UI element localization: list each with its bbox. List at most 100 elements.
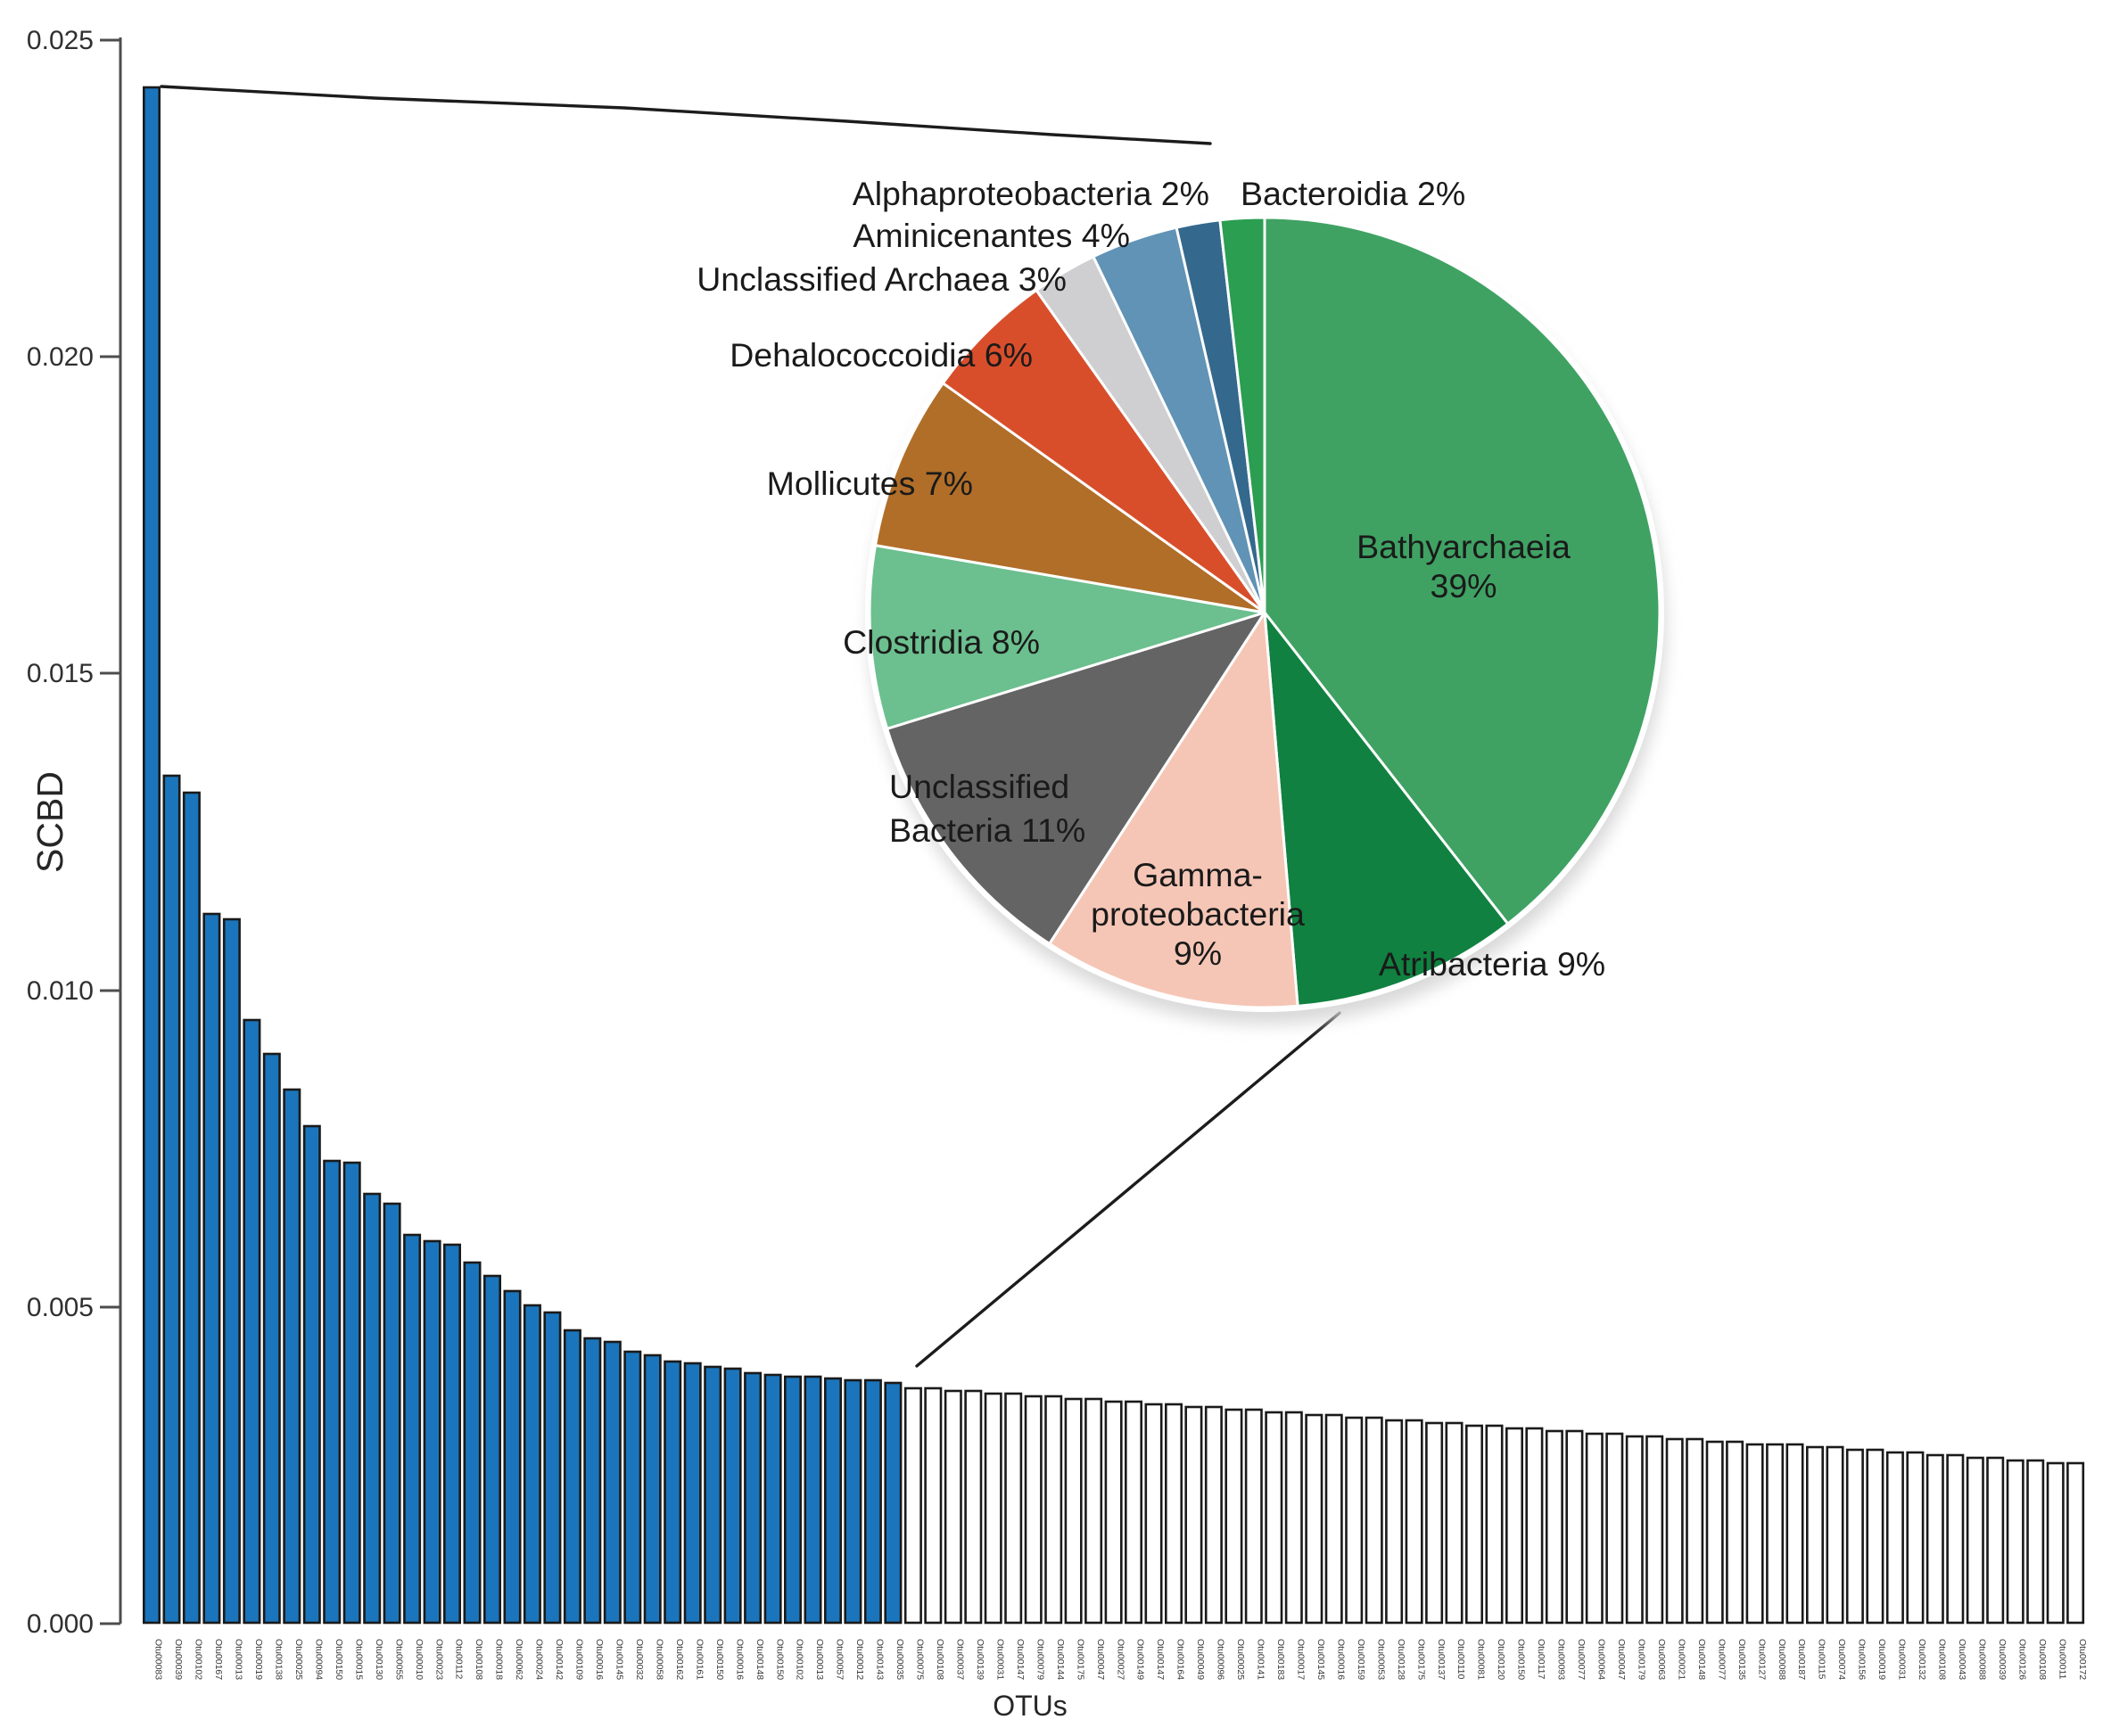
svg-text:Otu00127: Otu00127 xyxy=(1756,1639,1767,1680)
svg-text:Otu00047: Otu00047 xyxy=(1616,1639,1627,1680)
svg-text:Otu00175: Otu00175 xyxy=(1075,1639,1085,1680)
svg-text:Otu00141: Otu00141 xyxy=(1256,1639,1266,1680)
svg-text:Otu00145: Otu00145 xyxy=(1315,1639,1326,1680)
svg-text:Otu00096: Otu00096 xyxy=(1216,1639,1226,1680)
svg-text:Otu00115: Otu00115 xyxy=(1817,1639,1827,1680)
svg-text:Otu00150: Otu00150 xyxy=(774,1639,785,1680)
svg-text:Bacteria 11%: Bacteria 11% xyxy=(889,811,1085,849)
svg-text:Otu00063: Otu00063 xyxy=(1656,1639,1667,1680)
svg-text:Otu00023: Otu00023 xyxy=(433,1639,444,1680)
svg-text:Otu00132: Otu00132 xyxy=(1917,1639,1927,1680)
svg-text:Unclassified Archaea 3%: Unclassified Archaea 3% xyxy=(697,260,1067,298)
svg-text:Otu00110: Otu00110 xyxy=(1455,1639,1466,1680)
svg-text:Alphaproteobacteria 2%: Alphaproteobacteria 2% xyxy=(853,175,1209,212)
svg-text:Otu00139: Otu00139 xyxy=(975,1639,985,1680)
svg-text:39%: 39% xyxy=(1430,567,1497,605)
svg-text:Otu00010: Otu00010 xyxy=(414,1639,425,1680)
svg-text:Otu00150: Otu00150 xyxy=(334,1639,344,1680)
svg-text:Otu00075: Otu00075 xyxy=(915,1639,926,1680)
svg-text:Otu00088: Otu00088 xyxy=(1777,1639,1787,1680)
svg-text:Otu00130: Otu00130 xyxy=(374,1639,384,1680)
svg-text:Otu00039: Otu00039 xyxy=(1997,1639,2008,1680)
svg-text:Otu00187: Otu00187 xyxy=(1796,1639,1807,1680)
svg-text:Atribacteria 9%: Atribacteria 9% xyxy=(1379,945,1605,983)
svg-text:Otu00144: Otu00144 xyxy=(1055,1639,1066,1680)
svg-text:Otu00047: Otu00047 xyxy=(1095,1639,1106,1680)
svg-text:0.015: 0.015 xyxy=(27,659,94,688)
svg-text:Otu00021: Otu00021 xyxy=(1676,1639,1686,1680)
svg-text:Otu00025: Otu00025 xyxy=(293,1639,304,1680)
svg-text:Otu00013: Otu00013 xyxy=(234,1639,244,1680)
svg-text:OTUs: OTUs xyxy=(993,1690,1068,1722)
svg-text:Otu00074: Otu00074 xyxy=(1836,1639,1847,1680)
svg-text:Otu00143: Otu00143 xyxy=(875,1639,886,1680)
svg-text:Otu00064: Otu00064 xyxy=(1596,1639,1607,1680)
svg-text:Otu00159: Otu00159 xyxy=(1356,1639,1366,1680)
svg-text:Otu00016: Otu00016 xyxy=(1335,1639,1346,1680)
svg-text:Otu00172: Otu00172 xyxy=(2077,1639,2088,1680)
svg-text:0.010: 0.010 xyxy=(27,976,94,1006)
svg-text:Otu00027: Otu00027 xyxy=(1115,1639,1126,1680)
svg-text:Otu00150: Otu00150 xyxy=(714,1639,725,1680)
svg-text:Otu00135: Otu00135 xyxy=(1736,1639,1747,1680)
svg-text:Otu00161: Otu00161 xyxy=(694,1639,705,1680)
svg-text:Otu00108: Otu00108 xyxy=(474,1639,484,1680)
svg-text:Otu00011: Otu00011 xyxy=(2057,1639,2067,1680)
svg-text:Otu00055: Otu00055 xyxy=(393,1639,404,1680)
svg-text:Otu00043: Otu00043 xyxy=(1957,1639,1967,1680)
svg-text:Otu00150: Otu00150 xyxy=(1516,1639,1527,1680)
svg-text:Otu00156: Otu00156 xyxy=(1857,1639,1868,1680)
svg-text:Otu00016: Otu00016 xyxy=(594,1639,605,1680)
svg-text:Otu00148: Otu00148 xyxy=(755,1639,765,1680)
svg-text:Otu00147: Otu00147 xyxy=(1015,1639,1026,1680)
svg-text:Otu00049: Otu00049 xyxy=(1195,1639,1206,1680)
svg-text:Otu00093: Otu00093 xyxy=(1556,1639,1567,1680)
svg-text:Otu00117: Otu00117 xyxy=(1536,1639,1546,1680)
svg-text:Bacteroidia 2%: Bacteroidia 2% xyxy=(1241,175,1465,212)
svg-text:Otu00062: Otu00062 xyxy=(514,1639,524,1680)
svg-text:Otu00147: Otu00147 xyxy=(1155,1639,1166,1680)
svg-text:Otu00167: Otu00167 xyxy=(213,1639,224,1680)
svg-text:Otu00035: Otu00035 xyxy=(895,1639,905,1680)
svg-text:Otu00015: Otu00015 xyxy=(353,1639,364,1680)
svg-text:SCBD: SCBD xyxy=(29,771,70,873)
svg-text:0.000: 0.000 xyxy=(27,1609,94,1639)
svg-text:Otu00128: Otu00128 xyxy=(1396,1639,1406,1680)
svg-text:proteobacteria: proteobacteria xyxy=(1091,895,1305,933)
svg-text:Otu00112: Otu00112 xyxy=(454,1639,465,1680)
svg-text:Otu00077: Otu00077 xyxy=(1716,1639,1727,1680)
svg-text:Otu00031: Otu00031 xyxy=(994,1639,1005,1680)
svg-text:Otu00126: Otu00126 xyxy=(2016,1639,2027,1680)
svg-text:Otu00016: Otu00016 xyxy=(734,1639,745,1680)
svg-text:Otu00077: Otu00077 xyxy=(1576,1639,1587,1680)
svg-text:Otu00138: Otu00138 xyxy=(274,1639,284,1680)
svg-text:Otu00142: Otu00142 xyxy=(554,1639,565,1680)
svg-text:Otu00018: Otu00018 xyxy=(494,1639,505,1680)
svg-text:Otu00017: Otu00017 xyxy=(1296,1639,1307,1680)
svg-text:Otu00148: Otu00148 xyxy=(1696,1639,1707,1680)
svg-text:9%: 9% xyxy=(1174,934,1222,972)
svg-text:Otu00164: Otu00164 xyxy=(1175,1639,1186,1680)
svg-text:Otu00039: Otu00039 xyxy=(173,1639,184,1680)
svg-text:Otu00162: Otu00162 xyxy=(674,1639,685,1680)
svg-text:Aminicenantes 4%: Aminicenantes 4% xyxy=(853,217,1130,254)
svg-text:Otu00108: Otu00108 xyxy=(935,1639,945,1680)
svg-text:0.025: 0.025 xyxy=(27,26,94,55)
svg-text:Otu00012: Otu00012 xyxy=(854,1639,865,1680)
svg-text:0.005: 0.005 xyxy=(27,1293,94,1322)
svg-text:Otu00108: Otu00108 xyxy=(2037,1639,2048,1680)
svg-text:Otu00019: Otu00019 xyxy=(253,1639,264,1680)
svg-text:Otu00013: Otu00013 xyxy=(814,1639,825,1680)
svg-text:Otu00175: Otu00175 xyxy=(1415,1639,1426,1680)
svg-text:Otu00037: Otu00037 xyxy=(955,1639,966,1680)
svg-text:Otu00081: Otu00081 xyxy=(1476,1639,1487,1680)
svg-text:Bathyarchaeia: Bathyarchaeia xyxy=(1356,528,1571,565)
svg-text:Otu00183: Otu00183 xyxy=(1275,1639,1286,1680)
svg-text:Otu00108: Otu00108 xyxy=(1937,1639,1948,1680)
svg-text:Otu00137: Otu00137 xyxy=(1436,1639,1447,1680)
svg-text:Otu00079: Otu00079 xyxy=(1035,1639,1045,1680)
svg-text:Otu00024: Otu00024 xyxy=(534,1639,545,1680)
svg-text:Unclassified: Unclassified xyxy=(889,768,1069,805)
svg-text:Otu00019: Otu00019 xyxy=(1876,1639,1887,1680)
svg-text:Otu00025: Otu00025 xyxy=(1235,1639,1246,1680)
